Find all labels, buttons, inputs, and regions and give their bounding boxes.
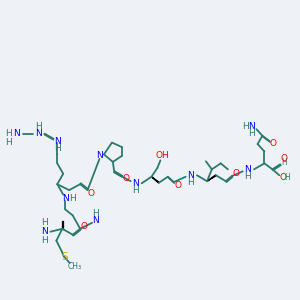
Polygon shape	[152, 177, 159, 183]
Text: OH: OH	[156, 152, 170, 160]
Text: H: H	[92, 209, 99, 218]
Text: N: N	[54, 137, 61, 146]
Text: O: O	[280, 173, 287, 182]
Text: H: H	[244, 172, 251, 181]
Text: O: O	[88, 189, 94, 198]
Text: N: N	[13, 129, 20, 138]
Text: O: O	[281, 154, 288, 163]
Text: H: H	[54, 144, 61, 153]
Text: H: H	[132, 186, 139, 195]
Text: H: H	[187, 178, 194, 187]
Text: N: N	[62, 194, 69, 203]
Text: O: O	[270, 139, 277, 148]
Text: H: H	[41, 218, 48, 227]
Text: N: N	[132, 179, 139, 188]
Text: H: H	[35, 122, 42, 131]
Polygon shape	[62, 221, 63, 222]
Polygon shape	[62, 228, 63, 229]
Text: H: H	[284, 173, 290, 182]
Text: S: S	[61, 252, 68, 262]
Text: N: N	[35, 129, 42, 138]
Text: H: H	[281, 158, 287, 167]
Text: N: N	[41, 227, 48, 236]
Text: H: H	[242, 122, 249, 131]
Text: H: H	[41, 236, 48, 245]
Text: N: N	[244, 165, 251, 174]
Text: N: N	[248, 122, 255, 131]
Text: N: N	[187, 171, 194, 180]
Text: O: O	[175, 181, 182, 190]
Text: H: H	[69, 194, 76, 203]
Text: H: H	[5, 138, 12, 147]
Polygon shape	[207, 175, 216, 181]
Text: O: O	[232, 169, 239, 178]
Text: O: O	[123, 174, 130, 183]
Text: H: H	[5, 129, 12, 138]
Polygon shape	[62, 223, 63, 224]
Text: O: O	[80, 222, 88, 231]
Text: H: H	[248, 129, 255, 138]
Text: N: N	[92, 216, 99, 225]
Text: N: N	[96, 152, 103, 160]
Polygon shape	[62, 225, 63, 226]
Text: CH₃: CH₃	[68, 262, 82, 271]
